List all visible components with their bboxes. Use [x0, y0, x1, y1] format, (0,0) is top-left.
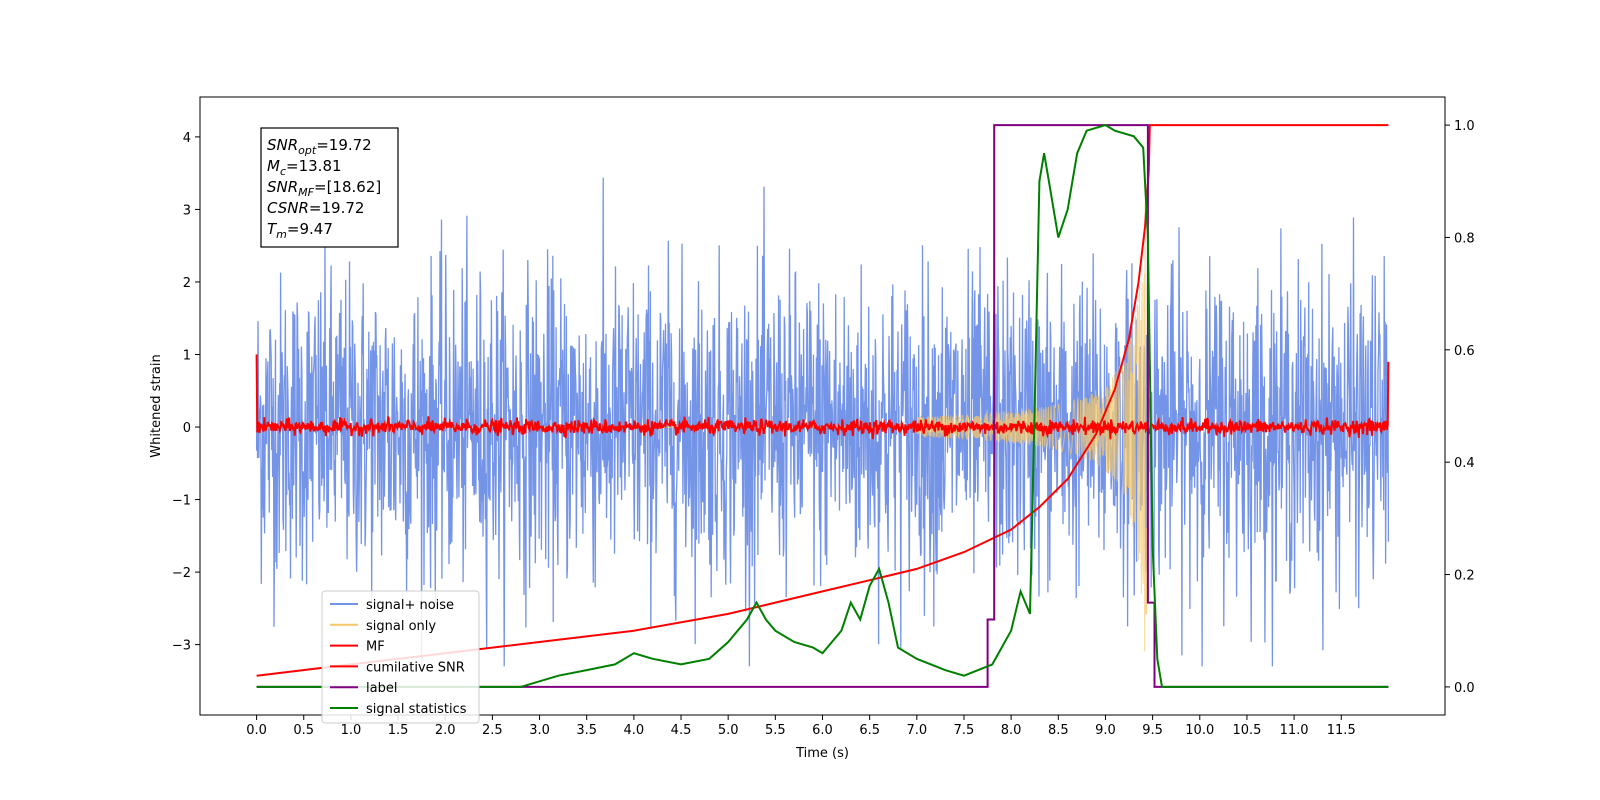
- series-signal-statistics: [256, 124, 1389, 688]
- annotation-line: CSNR=19.72: [267, 199, 364, 217]
- x-tick-label: 3.5: [576, 723, 597, 738]
- x-tick-label: 0.0: [246, 723, 267, 738]
- x-tick-label: 6.0: [812, 723, 833, 738]
- series-label: [256, 124, 1389, 688]
- y-tick-label: 4: [183, 131, 191, 146]
- x-tick-label: 9.5: [1142, 723, 1163, 738]
- legend: signal+ noise signal only MF cumilative SNR…: [321, 590, 480, 724]
- y-right-tick-label: 1.0: [1454, 119, 1475, 134]
- y-right-tick-label: 0.0: [1454, 681, 1475, 696]
- y-tick-label: 1: [183, 349, 191, 364]
- x-tick-label: 6.5: [859, 723, 880, 738]
- legend-label: cumilative SNR: [366, 660, 465, 675]
- annotation-line: SNRMF=[18.62]: [267, 178, 381, 199]
- x-tick-label: 3.0: [529, 723, 550, 738]
- y-axis-label: Whitened strain: [149, 354, 164, 457]
- y-tick-label: −2: [172, 566, 191, 581]
- y-tick-label: −3: [172, 639, 191, 654]
- x-tick-label: 4.0: [624, 723, 645, 738]
- x-tick-label: 5.5: [765, 723, 786, 738]
- x-tick-label: 11.5: [1327, 723, 1356, 738]
- x-tick-label: 2.0: [435, 723, 456, 738]
- x-tick-label: 1.0: [341, 723, 362, 738]
- legend-frame: [321, 590, 480, 724]
- y-right-tick-label: 0.8: [1454, 231, 1475, 246]
- legend-label: signal only: [366, 619, 436, 634]
- series-signal-noise: [255, 177, 1390, 667]
- annotation-frame: [260, 127, 399, 248]
- y-right-tick-label: 0.6: [1454, 344, 1475, 359]
- legend-label: signal statistics: [366, 702, 467, 717]
- y-right-tick-label: 0.2: [1454, 569, 1475, 584]
- series-mf: [255, 354, 1390, 440]
- x-tick-label: 1.5: [388, 723, 409, 738]
- y-tick-label: 2: [183, 276, 191, 291]
- axes: 0.0 0.5 1.0 1.5 2.0 2.5 3.0 3.5 4.0 4.5 5.0 5.5 6.0 6…: [172, 119, 1475, 738]
- x-tick-label: 8.5: [1048, 723, 1069, 738]
- y-right-tick-label: 0.4: [1454, 456, 1475, 471]
- series-cumilative-snr: [256, 124, 1389, 677]
- x-tick-label: 4.5: [671, 723, 692, 738]
- x-tick-label: 11.0: [1280, 723, 1309, 738]
- x-tick-label: 0.5: [293, 723, 314, 738]
- series-group: [255, 124, 1390, 688]
- y-tick-label: 0: [183, 421, 191, 436]
- x-tick-label: 10.0: [1185, 723, 1214, 738]
- y-tick-label: 3: [183, 203, 191, 218]
- y-tick-label: −1: [172, 494, 191, 509]
- stats-annotation-box: SNRopt=19.72Mc=13.81SNRMF=[18.62]CSNR=19…: [260, 127, 399, 248]
- legend-label: MF: [366, 640, 385, 655]
- plot-area: [255, 124, 1390, 688]
- annotation-line: Tm=9.47: [267, 220, 333, 241]
- legend-label: label: [366, 681, 397, 696]
- x-axis-label: Time (s): [795, 746, 849, 761]
- x-tick-label: 7.5: [954, 723, 975, 738]
- x-tick-label: 9.0: [1095, 723, 1116, 738]
- x-tick-label: 2.5: [482, 723, 503, 738]
- x-tick-label: 7.0: [906, 723, 927, 738]
- x-tick-label: 8.0: [1001, 723, 1022, 738]
- legend-label: signal+ noise: [366, 598, 454, 613]
- annotation-line: Mc=13.81: [267, 157, 342, 178]
- x-tick-label: 5.0: [718, 723, 739, 738]
- annotation-line: SNRopt=19.72: [267, 136, 372, 157]
- x-tick-label: 10.5: [1232, 723, 1261, 738]
